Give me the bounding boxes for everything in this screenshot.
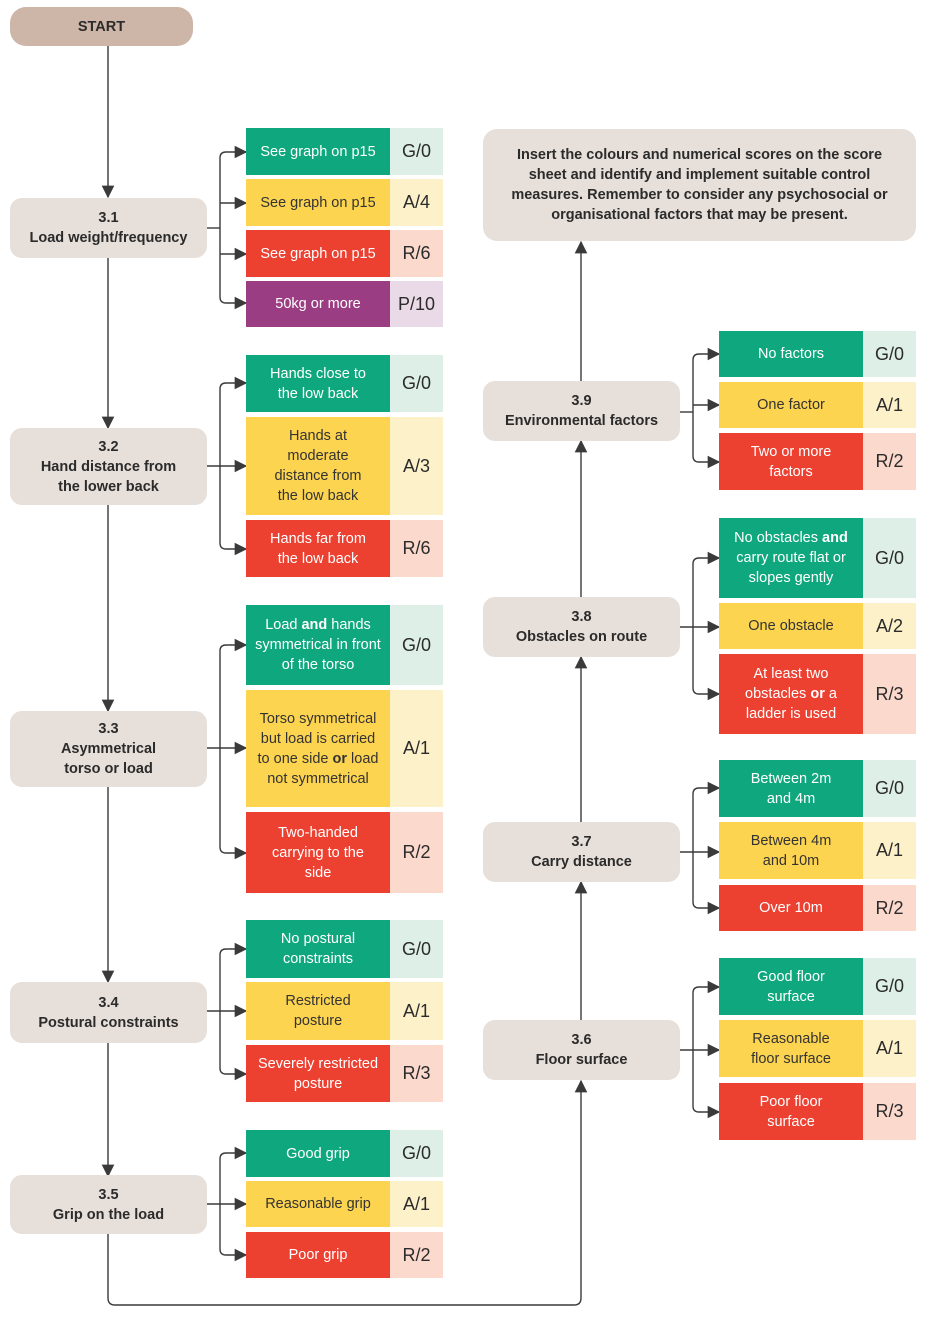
option-3-7-red: Over 10m (719, 885, 863, 931)
score-3-7-red: R/2 (863, 885, 916, 931)
option-3-6-red: Poor floor surface (719, 1083, 863, 1140)
step-label: Environmental factors (504, 413, 659, 429)
step-3-9-node: 3.9 Environmental factors (483, 381, 680, 441)
score-3-9-red: R/2 (863, 433, 916, 490)
score-3-7-green: G/0 (863, 760, 916, 817)
score-3-6-amber: A/1 (863, 1020, 916, 1077)
score-3-9-amber: A/1 (863, 382, 916, 428)
score-3-3-amber: A/1 (390, 690, 443, 807)
score-3-2-amber: A/3 (390, 417, 443, 515)
step-number: 3.8 (571, 609, 592, 625)
score-3-5-red: R/2 (390, 1232, 443, 1278)
step-3-5-node: 3.5 Grip on the load (10, 1175, 207, 1234)
option-3-9-red: Two or more factors (719, 433, 863, 490)
option-3-1-purple: 50kg or more (246, 281, 390, 327)
step-3-6-node: 3.6 Floor surface (483, 1020, 680, 1080)
step-3-7-node: 3.7 Carry distance (483, 822, 680, 882)
step-label: Asymmetrical torso or load (60, 741, 157, 777)
score-3-2-green: G/0 (390, 355, 443, 412)
score-3-6-red: R/3 (863, 1083, 916, 1140)
score-3-8-green: G/0 (863, 518, 916, 598)
option-3-5-amber: Reasonable grip (246, 1181, 390, 1227)
score-3-5-amber: A/1 (390, 1181, 443, 1227)
step-number: 3.6 (571, 1032, 592, 1048)
option-3-6-amber: Reasonable floor surface (719, 1020, 863, 1077)
option-3-4-amber: Restricted posture (246, 982, 390, 1040)
option-3-7-green: Between 2m and 4m (719, 760, 863, 817)
step-label: Grip on the load (52, 1206, 165, 1223)
step-label: Carry distance (531, 854, 632, 870)
score-3-7-amber: A/1 (863, 822, 916, 879)
option-3-2-red: Hands far from the low back (246, 520, 390, 577)
score-3-1-green: G/0 (390, 128, 443, 175)
score-3-6-green: G/0 (863, 958, 916, 1015)
option-3-3-green: Load and hands symmetrical in front of t… (246, 605, 390, 685)
option-3-4-green: No postural constraints (246, 920, 390, 978)
step-number: 3.7 (571, 834, 592, 850)
start-node: START (10, 7, 193, 46)
step-label: Postural constraints (38, 1014, 179, 1031)
option-3-3-red: Two-handed carrying to the side (246, 812, 390, 893)
option-3-4-red: Severely restricted posture (246, 1045, 390, 1102)
option-3-5-green: Good grip (246, 1130, 390, 1177)
option-3-1-amber: See graph on p15 (246, 179, 390, 226)
option-3-9-green: No factors (719, 331, 863, 377)
score-3-8-amber: A/2 (863, 603, 916, 649)
step-3-1-node: 3.1 Load weight/frequency (10, 198, 207, 258)
score-3-5-green: G/0 (390, 1130, 443, 1177)
option-3-8-red: At least two obstacles or a ladder is us… (719, 654, 863, 734)
step-3-4-node: 3.4 Postural constraints (10, 982, 207, 1043)
option-3-9-amber: One factor (719, 382, 863, 428)
instruction-text: Insert the colours and numerical scores … (511, 147, 888, 223)
option-3-3-amber: Torso symmetrical but load is carried to… (246, 690, 390, 807)
step-3-2-node: 3.2 Hand distance from the lower back (10, 428, 207, 505)
score-3-3-red: R/2 (390, 812, 443, 893)
option-3-2-green: Hands close to the low back (246, 355, 390, 412)
option-3-1-green: See graph on p15 (246, 128, 390, 175)
step-label: Obstacles on route (515, 629, 648, 645)
step-number: 3.1 (98, 210, 119, 226)
step-label: Load weight/frequency (29, 230, 188, 246)
step-number: 3.5 (98, 1186, 119, 1203)
score-3-1-amber: A/4 (390, 179, 443, 226)
option-3-5-red: Poor grip (246, 1232, 390, 1278)
step-label: Floor surface (535, 1052, 628, 1068)
step-3-3-node: 3.3 Asymmetrical torso or load (10, 711, 207, 787)
start-label: START (77, 18, 126, 35)
step-3-8-node: 3.8 Obstacles on route (483, 597, 680, 657)
step-number: 3.3 (98, 721, 119, 737)
step-number: 3.2 (98, 438, 119, 455)
step-label: Hand distance from the lower back (40, 458, 177, 495)
option-3-8-amber: One obstacle (719, 603, 863, 649)
option-3-2-amber: Hands at moderate distance from the low … (246, 417, 390, 515)
score-3-3-green: G/0 (390, 605, 443, 685)
score-3-4-green: G/0 (390, 920, 443, 978)
option-3-7-amber: Between 4m and 10m (719, 822, 863, 879)
score-3-4-amber: A/1 (390, 982, 443, 1040)
score-3-2-red: R/6 (390, 520, 443, 577)
instruction-note: Insert the colours and numerical scores … (483, 129, 916, 241)
score-3-8-red: R/3 (863, 654, 916, 734)
option-3-6-green: Good floor surface (719, 958, 863, 1015)
step-number: 3.9 (571, 393, 592, 409)
score-3-1-purple: P/10 (390, 281, 443, 327)
option-3-8-green: No obstacles and carry route flat or slo… (719, 518, 863, 598)
step-number: 3.4 (98, 994, 119, 1011)
score-3-1-red: R/6 (390, 230, 443, 277)
option-3-1-red: See graph on p15 (246, 230, 390, 277)
score-3-9-green: G/0 (863, 331, 916, 377)
score-3-4-red: R/3 (390, 1045, 443, 1102)
